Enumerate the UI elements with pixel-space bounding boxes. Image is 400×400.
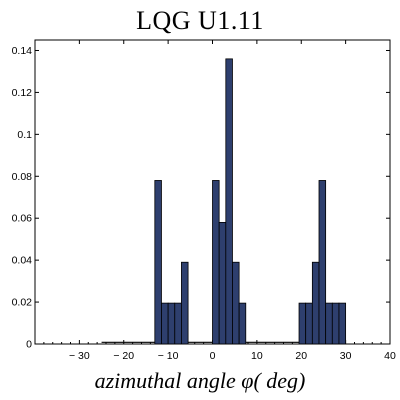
- x-tick-label: 20: [295, 350, 307, 362]
- histogram-bar: [174, 302, 182, 345]
- x-tick-label: 40: [384, 350, 396, 362]
- histogram-bar: [167, 302, 176, 345]
- y-tick-label: 0.04: [12, 255, 33, 267]
- y-tick-label: 0.14: [12, 45, 33, 57]
- y-tick-label: 0.02: [12, 297, 33, 309]
- y-tick-label: 0.1: [17, 129, 32, 141]
- x-tick-label: − 30: [69, 350, 90, 362]
- histogram-bar: [298, 302, 307, 345]
- y-tick-label: 0: [26, 339, 32, 351]
- histogram-bar: [161, 302, 169, 345]
- x-axis-label: azimuthal angle φ( deg): [94, 368, 306, 393]
- x-tick-label: − 20: [113, 350, 134, 362]
- x-tick-label: − 10: [158, 350, 179, 362]
- x-tick-label: 10: [251, 350, 263, 362]
- histogram-bar: [318, 180, 327, 345]
- histogram-bar: [154, 180, 162, 345]
- histogram-bar: [212, 180, 220, 345]
- histogram-bar: [225, 58, 233, 345]
- chart-title: LQG U1.11: [136, 6, 264, 35]
- histogram-bar: [305, 302, 313, 345]
- y-tick-label: 0.12: [12, 87, 33, 99]
- histogram-bar: [338, 302, 347, 345]
- histogram-bar: [311, 261, 320, 345]
- x-tick-label: 0: [210, 350, 216, 362]
- histogram-bar: [181, 261, 189, 345]
- y-tick-label: 0.08: [12, 171, 33, 183]
- histogram-bar: [232, 261, 240, 345]
- histogram-bar: [238, 302, 247, 345]
- histogram-bar: [331, 302, 340, 345]
- y-tick-label: 0.06: [12, 213, 33, 225]
- histogram-bar: [325, 302, 333, 345]
- histogram-bar: [218, 221, 227, 345]
- x-tick-label: 30: [340, 350, 352, 362]
